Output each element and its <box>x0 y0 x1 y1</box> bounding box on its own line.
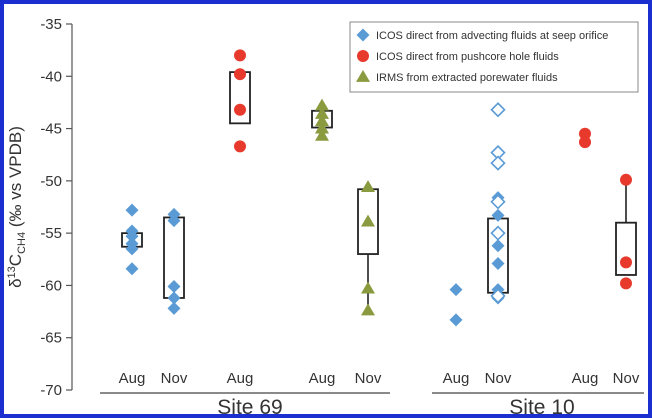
legend-marker-triangle <box>356 70 370 82</box>
category-label: Aug <box>309 370 336 387</box>
data-point-triangle <box>315 114 329 127</box>
data-point-circle <box>620 256 632 269</box>
data-point-circle <box>620 173 632 186</box>
y-tick-label: -35 <box>40 16 62 33</box>
data-point-circle <box>234 68 246 81</box>
y-tick-label: -45 <box>40 121 62 138</box>
y-tick-label: -60 <box>40 277 62 294</box>
data-point-triangle <box>315 128 329 141</box>
category-label: Aug <box>443 370 470 387</box>
legend-label: ICOS direct from advecting fluids at see… <box>376 30 608 42</box>
category-label: Nov <box>613 370 640 387</box>
category-label: Aug <box>572 370 599 387</box>
data-point-triangle <box>315 98 329 111</box>
data-point-circle <box>620 277 632 290</box>
y-tick-label: -55 <box>40 225 62 242</box>
box <box>615 221 637 276</box>
data-point-triangle <box>361 214 375 227</box>
data-point-diamond <box>125 262 139 276</box>
data-point-triangle <box>361 180 375 193</box>
legend-marker-circle <box>357 50 369 62</box>
data-point-diamond <box>491 256 505 270</box>
data-point-diamond <box>125 229 139 243</box>
data-point-circle <box>234 103 246 116</box>
data-point-diamond <box>449 313 463 327</box>
data-point-diamond <box>167 214 181 228</box>
group-label: Site 69 <box>217 396 282 418</box>
category-label: Nov <box>161 370 188 387</box>
category-label: Aug <box>227 370 254 387</box>
data-point-diamond <box>490 225 506 241</box>
data-point-diamond <box>167 279 181 293</box>
category-label: Aug <box>119 370 146 387</box>
y-tick-label: -40 <box>40 68 62 85</box>
y-tick-label: -50 <box>40 173 62 190</box>
data-point-triangle <box>361 303 375 316</box>
legend-marker-diamond <box>356 28 370 42</box>
data-point-triangle <box>361 281 375 294</box>
data-point-diamond <box>167 291 181 305</box>
data-point-diamond <box>125 203 139 217</box>
data-point-diamond <box>449 283 463 297</box>
data-point-diamond <box>490 194 506 210</box>
category-label: Nov <box>485 370 512 387</box>
data-point-circle <box>234 49 246 62</box>
data-point-circle <box>579 136 591 149</box>
data-point-diamond <box>491 239 505 253</box>
y-axis-label: δ13CCH4 (‰ vs VPDB) <box>6 126 28 288</box>
legend-label: ICOS direct from pushcore hole fluids <box>376 51 559 63</box>
category-label: Nov <box>355 370 382 387</box>
group-label: Site 10 <box>509 396 574 418</box>
legend-label: IRMS from extracted porewater fluids <box>376 72 558 84</box>
data-point-diamond <box>491 208 505 222</box>
data-point-diamond <box>125 242 139 256</box>
y-tick-label: -65 <box>40 330 62 347</box>
data-point-circle <box>579 127 591 140</box>
data-point-diamond <box>490 155 506 171</box>
data-point-triangle <box>315 106 329 119</box>
legend-box <box>349 21 639 93</box>
data-point-diamond <box>490 102 506 118</box>
data-point-diamond <box>167 301 181 315</box>
y-tick-label: -70 <box>40 382 62 399</box>
data-point-diamond <box>490 288 506 304</box>
data-point-triangle <box>315 121 329 134</box>
data-point-circle <box>234 140 246 153</box>
